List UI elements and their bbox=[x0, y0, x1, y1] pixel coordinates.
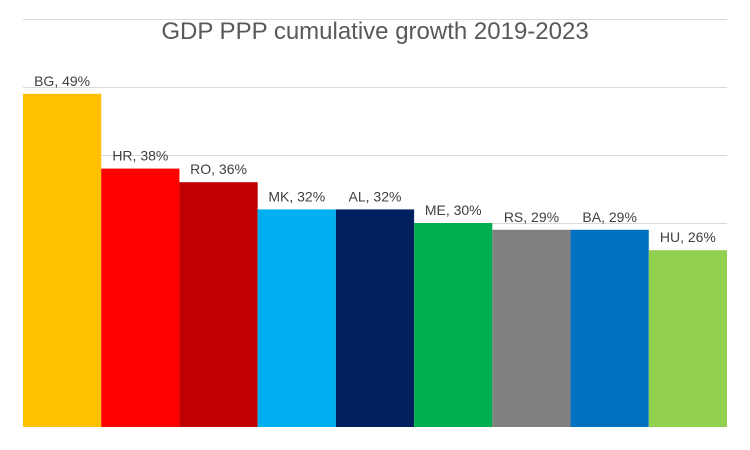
bar-ro bbox=[179, 182, 258, 427]
bars bbox=[23, 93, 727, 428]
data-label-me: ME, 30% bbox=[425, 202, 482, 218]
data-labels: BG, 49% HR, 38% RO, 36% MK, 32% AL, 32% ME, 3… bbox=[34, 73, 716, 245]
data-label-bg: BG, 49% bbox=[34, 73, 90, 89]
data-label-mk: MK, 32% bbox=[268, 188, 325, 204]
data-label-hu: HU, 26% bbox=[660, 229, 716, 245]
data-label-hr: HR, 38% bbox=[112, 148, 168, 164]
bar-bg bbox=[23, 93, 102, 428]
data-label-al: AL, 32% bbox=[349, 188, 402, 204]
bar-mk bbox=[257, 209, 336, 427]
bar-rs bbox=[492, 229, 571, 427]
data-label-ro: RO, 36% bbox=[190, 161, 247, 177]
bar-hu bbox=[648, 250, 727, 427]
bar-ba bbox=[570, 229, 649, 427]
data-label-ba: BA, 29% bbox=[582, 209, 636, 225]
data-label-rs: RS, 29% bbox=[504, 209, 559, 225]
chart-title: GDP PPP cumulative growth 2019-2023 bbox=[161, 18, 589, 45]
bar-hr bbox=[101, 168, 180, 427]
bar-al bbox=[335, 209, 415, 427]
bar-me bbox=[414, 223, 493, 427]
